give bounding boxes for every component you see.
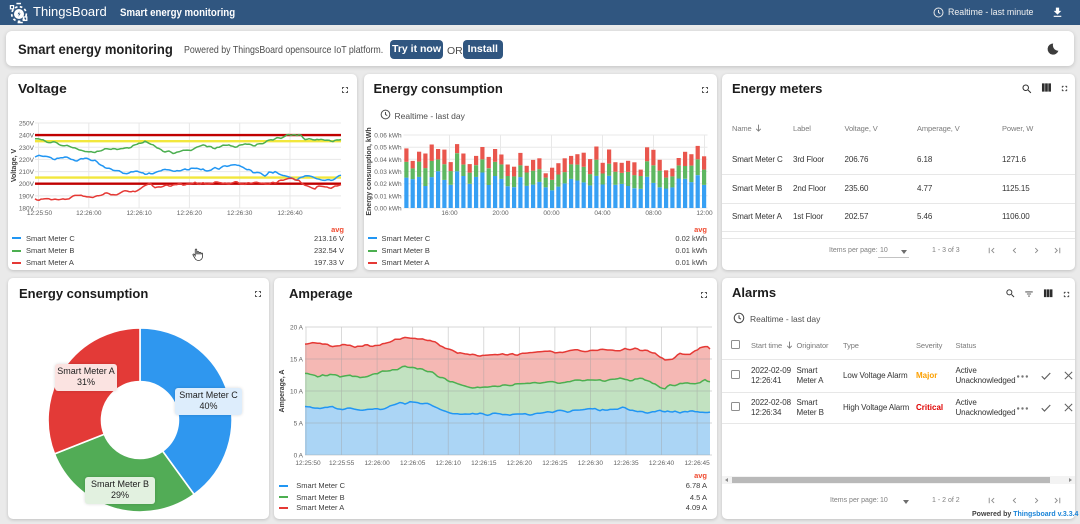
svg-text:12:26:40: 12:26:40	[649, 460, 675, 467]
svg-text:12:26:20: 12:26:20	[177, 210, 203, 217]
svg-text:0.01 kWh: 0.01 kWh	[374, 193, 402, 200]
svg-text:Energy consumption, kWh: Energy consumption, kWh	[366, 127, 373, 215]
svg-text:0.06 kWh: 0.06 kWh	[374, 133, 402, 140]
svg-text:230V: 230V	[19, 145, 35, 152]
svg-text:210V: 210V	[19, 169, 35, 176]
svg-text:0.03 kWh: 0.03 kWh	[374, 169, 402, 176]
svg-text:04:00: 04:00	[594, 210, 611, 217]
svg-text:0.02 kWh: 0.02 kWh	[374, 181, 402, 188]
svg-text:12:26:15: 12:26:15	[471, 460, 497, 467]
svg-text:0.04 kWh: 0.04 kWh	[374, 157, 402, 164]
svg-text:Voltage, V: Voltage, V	[11, 149, 18, 183]
svg-text:12:26:30: 12:26:30	[578, 460, 604, 467]
svg-text:190V: 190V	[19, 193, 35, 200]
svg-text:12:25:50: 12:25:50	[295, 460, 321, 467]
svg-text:12:26:20: 12:26:20	[507, 460, 533, 467]
svg-text:20:00: 20:00	[492, 210, 509, 217]
svg-text:220V: 220V	[19, 157, 35, 164]
svg-text:12:26:40: 12:26:40	[277, 210, 303, 217]
svg-text:00:00: 00:00	[543, 210, 560, 217]
svg-text:12:26:25: 12:26:25	[542, 460, 568, 467]
svg-text:5 A: 5 A	[294, 421, 304, 428]
svg-text:12:26:05: 12:26:05	[400, 460, 426, 467]
svg-text:180V: 180V	[19, 206, 35, 213]
svg-text:12:26:10: 12:26:10	[126, 210, 152, 217]
svg-text:08:00: 08:00	[645, 210, 662, 217]
svg-text:0 A: 0 A	[294, 453, 304, 460]
svg-text:250V: 250V	[19, 121, 35, 128]
svg-text:240V: 240V	[19, 133, 35, 140]
svg-text:12:26:45: 12:26:45	[684, 460, 710, 467]
svg-text:12:26:00: 12:26:00	[76, 210, 102, 217]
svg-text:10 A: 10 A	[290, 389, 304, 396]
svg-text:15 A: 15 A	[290, 357, 304, 364]
svg-text:12:25:55: 12:25:55	[329, 460, 355, 467]
svg-text:12:26:00: 12:26:00	[364, 460, 390, 467]
svg-text:0.05 kWh: 0.05 kWh	[374, 145, 402, 152]
svg-text:12:26:35: 12:26:35	[613, 460, 639, 467]
svg-text:20 A: 20 A	[290, 325, 304, 332]
svg-text:12:26:10: 12:26:10	[436, 460, 462, 467]
svg-text:Amperage, A: Amperage, A	[279, 370, 286, 413]
svg-text:12:26:30: 12:26:30	[227, 210, 253, 217]
svg-text:16:00: 16:00	[441, 210, 458, 217]
svg-text:200V: 200V	[19, 181, 35, 188]
svg-text:12:25:50: 12:25:50	[27, 210, 53, 217]
svg-text:0.00 kWh: 0.00 kWh	[374, 206, 402, 213]
svg-text:12:00: 12:00	[696, 210, 713, 217]
